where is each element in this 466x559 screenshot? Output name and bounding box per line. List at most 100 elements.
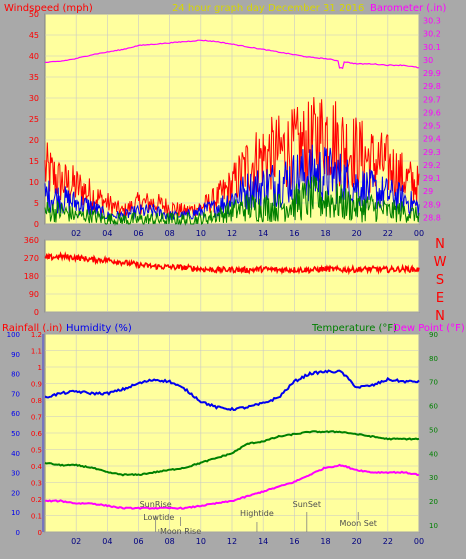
wind-y-tick: 10 bbox=[29, 178, 39, 187]
direction-y-tick: 270 bbox=[24, 254, 39, 263]
barometer-y-tick: 29.2 bbox=[423, 161, 441, 170]
x-tick-label: 18 bbox=[320, 229, 330, 238]
barometer-y-tick: 29.1 bbox=[423, 174, 441, 183]
wind-y-tick: 40 bbox=[29, 52, 39, 61]
humidity-y-tick: 20 bbox=[11, 489, 20, 497]
x-tick-label: 04 bbox=[102, 229, 112, 238]
rain-y-tick: 0.8 bbox=[31, 397, 42, 405]
wind-y-tick: 45 bbox=[29, 31, 39, 40]
annotation-label: Moon Set bbox=[339, 519, 376, 528]
dew-point-line bbox=[44, 463, 420, 510]
wind-y-tick: 5 bbox=[34, 199, 39, 208]
x-tick-label: 20 bbox=[352, 537, 362, 546]
rain-y-tick: 0.1 bbox=[31, 513, 42, 521]
direction-y-tick: 90 bbox=[29, 290, 39, 299]
barometer-y-tick: 29.5 bbox=[423, 122, 441, 131]
annotation-label: Moon Rise bbox=[160, 527, 201, 536]
humidity-y-tick: 10 bbox=[11, 509, 20, 517]
temperature-y-tick: 60 bbox=[429, 403, 438, 411]
annotation-label: SunSet bbox=[293, 500, 321, 509]
temperature-y-tick: 30 bbox=[429, 474, 438, 482]
rain-y-tick: 0.4 bbox=[31, 463, 43, 471]
wind-y-tick: 20 bbox=[29, 136, 39, 145]
barometer-title: Barometer (.in) bbox=[370, 3, 446, 14]
barometer-line bbox=[45, 39, 420, 70]
wind-average-line bbox=[44, 174, 420, 226]
temperature-y-tick: 70 bbox=[429, 379, 438, 387]
temperature-y-tick: 40 bbox=[429, 450, 438, 458]
x-tick-label: 18 bbox=[320, 537, 330, 546]
barometer-y-tick: 28.8 bbox=[423, 213, 441, 222]
x-tick-label: 02 bbox=[71, 229, 81, 238]
x-tick-label: 04 bbox=[102, 537, 112, 546]
x-tick-label: 22 bbox=[383, 537, 393, 546]
annotation-label: Lowtide bbox=[143, 513, 174, 522]
x-tick-label: 10 bbox=[196, 537, 206, 546]
x-tick-label: 08 bbox=[165, 229, 175, 238]
x-tick-label: 02 bbox=[71, 537, 81, 546]
direction-letter: W bbox=[434, 255, 447, 270]
rain-y-tick: 1.1 bbox=[31, 348, 42, 356]
rain-y-tick: 0.3 bbox=[31, 480, 42, 488]
x-tick-label: 20 bbox=[352, 229, 362, 238]
humidity-y-tick: 90 bbox=[11, 351, 20, 359]
wind-y-tick: 35 bbox=[29, 73, 39, 82]
humidity-y-tick: 60 bbox=[11, 410, 20, 418]
wind-y-tick: 30 bbox=[29, 94, 39, 103]
x-tick-label: 12 bbox=[227, 229, 237, 238]
temperature-y-tick: 90 bbox=[429, 331, 438, 339]
wind-y-tick: 0 bbox=[34, 220, 39, 229]
humidity-y-tick: 70 bbox=[11, 390, 20, 398]
barometer-y-tick: 29.3 bbox=[423, 148, 441, 157]
barometer-y-tick: 29.4 bbox=[423, 135, 441, 144]
rain-y-tick: 0.2 bbox=[31, 496, 42, 504]
temperature-y-tick: 10 bbox=[429, 522, 438, 530]
annotation-label: SunRise bbox=[140, 500, 172, 509]
rain-y-tick: 0.7 bbox=[31, 414, 42, 422]
barometer-y-tick: 29.9 bbox=[423, 69, 441, 78]
x-tick-label: 06 bbox=[133, 537, 143, 546]
humidity-y-tick: 0 bbox=[16, 529, 20, 537]
direction-y-tick: 0 bbox=[34, 308, 39, 317]
barometer-y-tick: 30.1 bbox=[423, 43, 441, 52]
temperature-y-tick: 50 bbox=[429, 426, 438, 434]
x-tick-label: 00 bbox=[414, 537, 424, 546]
dew-point-title: Dew Point (°F) bbox=[393, 323, 465, 334]
barometer-y-tick: 30.2 bbox=[423, 30, 441, 39]
wind-y-tick: 50 bbox=[29, 10, 39, 19]
rain-y-tick: 0.6 bbox=[31, 430, 43, 438]
barometer-y-tick: 29.8 bbox=[423, 82, 441, 91]
rain-y-tick: 1 bbox=[38, 364, 42, 372]
humidity-line bbox=[44, 369, 420, 412]
barometer-y-tick: 28.9 bbox=[423, 200, 441, 209]
direction-letter: E bbox=[436, 291, 444, 306]
rain-y-tick: 0 bbox=[38, 529, 42, 537]
temperature-y-tick: 20 bbox=[429, 498, 438, 506]
direction-letter: S bbox=[436, 273, 444, 288]
temperature-title: Temperature (°F) bbox=[311, 323, 397, 334]
rain-y-tick: 0.5 bbox=[31, 447, 42, 455]
barometer-y-tick: 29.6 bbox=[423, 108, 441, 117]
wind-direction-line bbox=[44, 251, 420, 276]
x-tick-label: 22 bbox=[383, 229, 393, 238]
wind-y-tick: 15 bbox=[29, 157, 39, 166]
x-tick-label: 14 bbox=[258, 537, 268, 546]
direction-y-tick: 180 bbox=[24, 272, 39, 281]
barometer-y-tick: 30 bbox=[423, 56, 433, 65]
windspeed-title: Windspeed (mph) bbox=[4, 3, 93, 14]
direction-letter: N bbox=[435, 309, 445, 324]
humidity-title: Humidity (%) bbox=[66, 323, 132, 334]
humidity-y-tick: 40 bbox=[11, 450, 20, 458]
direction-y-tick: 360 bbox=[24, 236, 39, 245]
barometer-y-tick: 29 bbox=[423, 187, 433, 196]
x-tick-label: 14 bbox=[258, 229, 268, 238]
annotation-label: Hightide bbox=[240, 509, 274, 518]
chart-date-title: 24 hour graph day December 31 2016 bbox=[172, 3, 364, 14]
x-tick-label: 16 bbox=[289, 229, 299, 238]
humidity-y-tick: 80 bbox=[11, 371, 20, 379]
direction-letter: N bbox=[435, 237, 445, 252]
x-tick-label: 08 bbox=[165, 537, 175, 546]
humidity-y-tick: 100 bbox=[7, 331, 20, 339]
